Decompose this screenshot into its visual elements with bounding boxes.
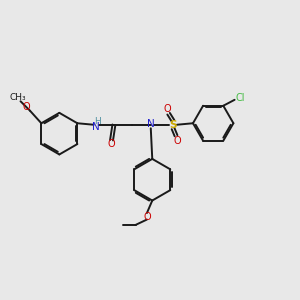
Text: O: O [22,102,30,112]
Text: O: O [164,104,171,114]
Text: H: H [94,117,101,126]
Text: O: O [173,136,181,146]
Text: N: N [147,119,155,129]
Text: O: O [107,140,115,149]
Text: CH₃: CH₃ [9,93,26,102]
Text: Cl: Cl [235,93,245,103]
Text: N: N [92,122,99,132]
Text: O: O [144,212,151,222]
Text: S: S [169,120,177,130]
